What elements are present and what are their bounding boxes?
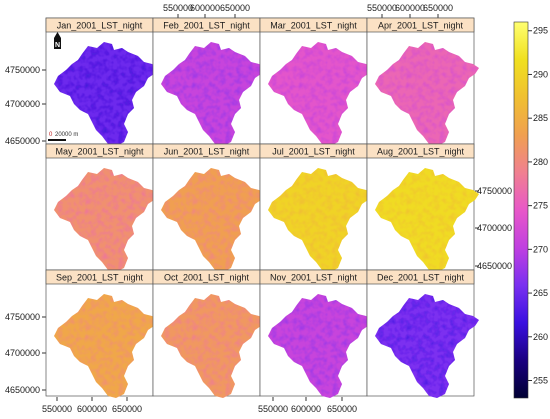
- panel-title-strip: [366, 143, 475, 159]
- map-panel: Dec_2001_LST_night: [366, 269, 479, 398]
- map-panels: Jan_2001_LST_night Feb_2001_LST_night Mar_…: [45, 17, 479, 398]
- colorbar-tick-label: 290: [533, 69, 548, 79]
- x-tick-label: 650000: [220, 3, 250, 13]
- x-tick-label: 550000: [42, 404, 72, 414]
- panel-title: Jan_2001_LST_night: [57, 21, 143, 31]
- panel-title: Aug_2001_LST_night: [377, 147, 465, 157]
- scale-bar: 0 20000 m: [48, 132, 78, 141]
- panel-title-strip: [366, 17, 475, 33]
- map-panel: Jun_2001_LST_night: [152, 143, 265, 272]
- map-panel: Jul_2001_LST_night: [259, 143, 372, 272]
- left-y-axis: 4750000 4700000 4650000 4750000 4700000 …: [5, 65, 46, 395]
- north-arrow-icon: N: [54, 32, 61, 49]
- y-tick-label: 4750000: [5, 65, 40, 75]
- y-tick-label: 4650000: [5, 385, 40, 395]
- panel-title: Jun_2001_LST_night: [164, 147, 250, 157]
- map-panel: Sep_2001_LST_night: [45, 269, 158, 398]
- panel-title: Apr_2001_LST_night: [378, 21, 464, 31]
- y-tick-label: 4700000: [5, 99, 40, 109]
- scale-bar-segment: [48, 139, 66, 141]
- x-tick-label: 550000: [367, 3, 397, 13]
- x-tick-label: 600000: [77, 404, 107, 414]
- map-panel: Nov_2001_LST_night: [259, 269, 372, 398]
- map-panel: Oct_2001_LST_night: [152, 269, 265, 398]
- x-tick-label: 550000: [163, 3, 193, 13]
- y-tick-label: 4650000: [477, 261, 512, 271]
- colorbar-ramp: [513, 21, 529, 399]
- panel-title-strip: [366, 269, 475, 285]
- colorbar-tick-label: 270: [533, 244, 548, 254]
- bottom-x-axis: 550000 600000 650000 550000 600000 65000…: [42, 397, 357, 414]
- panel-title: Oct_2001_LST_night: [164, 273, 250, 283]
- x-tick-label: 600000: [291, 404, 321, 414]
- colorbar-tick-label: 295: [533, 26, 548, 36]
- colorbar-tick-label: 255: [533, 376, 548, 386]
- map-panel: Aug_2001_LST_night: [366, 143, 479, 272]
- north-arrow-label: N: [55, 42, 60, 49]
- colorbar-tick-label: 260: [533, 332, 548, 342]
- colorbar: 255 260 265 270 275 280 285 290 295: [513, 21, 548, 399]
- panel-title: Dec_2001_LST_night: [377, 273, 465, 283]
- panel-title: Feb_2001_LST_night: [163, 21, 250, 31]
- y-tick-label: 4750000: [5, 312, 40, 322]
- panel-title: Jul_2001_LST_night: [272, 147, 355, 157]
- map-panel: Apr_2001_LST_night: [366, 17, 479, 146]
- x-tick-label: 650000: [327, 404, 357, 414]
- y-tick-label: 4700000: [477, 223, 512, 233]
- x-tick-label: 600000: [190, 3, 220, 13]
- map-panel: Feb_2001_LST_night: [152, 17, 265, 146]
- x-tick-label: 650000: [423, 3, 453, 13]
- map-panel: May_2001_LST_night: [45, 143, 158, 272]
- top-x-axis: 550000 600000 650000 550000 600000 65000…: [163, 3, 453, 18]
- colorbar-tick-label: 285: [533, 113, 548, 123]
- colorbar-tick-label: 265: [533, 288, 548, 298]
- scale-bar-distance-label: 20000 m: [55, 132, 78, 138]
- map-panel: Jan_2001_LST_night: [45, 17, 158, 146]
- map-panel: Mar_2001_LST_night: [259, 17, 372, 146]
- x-tick-label: 600000: [395, 3, 425, 13]
- colorbar-tick-label: 275: [533, 201, 548, 211]
- x-tick-label: 650000: [112, 404, 142, 414]
- y-tick-label: 4650000: [5, 136, 40, 146]
- scale-bar-zero-label: 0: [49, 132, 53, 138]
- y-tick-label: 4750000: [477, 186, 512, 196]
- colorbar-tick-label: 280: [533, 157, 548, 167]
- panel-title: Mar_2001_LST_night: [270, 21, 357, 31]
- right-y-axis: 4750000 4700000 4650000: [475, 186, 512, 271]
- panel-title: Sep_2001_LST_night: [56, 273, 144, 283]
- y-tick-label: 4700000: [5, 348, 40, 358]
- panel-title: Nov_2001_LST_night: [270, 273, 358, 283]
- x-tick-label: 550000: [258, 404, 288, 414]
- panel-title: May_2001_LST_night: [55, 147, 144, 157]
